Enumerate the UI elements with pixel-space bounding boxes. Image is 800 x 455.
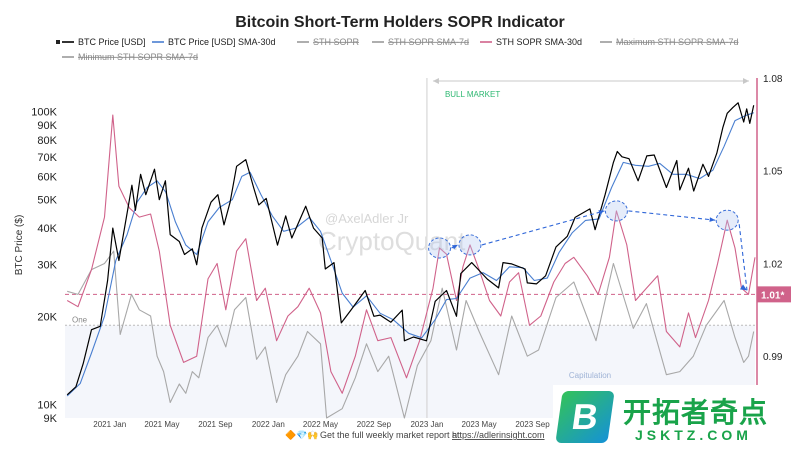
legend-item[interactable]: STH SOPR SMA-30d: [480, 37, 582, 47]
series-line-2: [67, 250, 755, 419]
badge-logo-icon: B: [555, 391, 615, 443]
x-tick-label: 2023 Sep: [515, 420, 550, 429]
legend-label: Maximum STH SOPR SMA-7d: [616, 37, 739, 47]
footer: 🔶💎🙌 Get the full weekly market report at…: [285, 429, 545, 440]
legend[interactable]: BTC Price [USD] BTC Price [USD] SMA-30d ST…: [56, 37, 739, 62]
plot-area: One @AxelAdler Jr CryptoQuant Capitulati…: [65, 78, 756, 419]
legend-item[interactable]: STH SOPR SMA-7d: [372, 37, 469, 47]
peak-trend-arrow: [628, 210, 716, 221]
legend-label: BTC Price [USD] SMA-30d: [168, 37, 276, 47]
x-tick-label: 2022 Sep: [357, 420, 392, 429]
legend-item[interactable]: Minimum STH SOPR SMA-7d: [62, 52, 198, 62]
arrow-head-icon: [598, 210, 605, 215]
y-tick-label: 100K: [31, 106, 57, 118]
legend-label: BTC Price [USD]: [78, 37, 146, 47]
legend-bullet-icon: [56, 40, 60, 44]
y-right-tick-label: 1.08: [763, 74, 783, 85]
footer-text: Get the full weekly market report at: [320, 430, 460, 440]
peak-highlight: [604, 200, 628, 222]
x-axis: 2021 Jan 2021 May 2021 Sep 2022 Jan 2022 May…: [93, 420, 595, 429]
x-tick-label: 2022 Jan: [252, 420, 285, 429]
y-right-tick-label: 1.02: [763, 259, 783, 270]
chart-title: Bitcoin Short-Term Holders SOPR Indicato…: [235, 14, 565, 31]
current-value-label: 1.01*: [761, 290, 784, 301]
arrow-head-icon: [709, 217, 716, 222]
peak-highlight: [458, 234, 482, 256]
legend-label: STH SOPR SMA-30d: [496, 37, 582, 47]
site-badge[interactable]: B 开拓者奇点 JSKTZ.COM: [553, 385, 800, 450]
arrow-head-left-icon: [432, 78, 439, 84]
legend-label: Minimum STH SOPR SMA-7d: [78, 52, 198, 62]
y-tick-label: 10K: [37, 400, 57, 412]
reference-lines: One: [65, 293, 755, 326]
y-right-tick-label: 1.05: [763, 167, 783, 178]
current-value-badge: [757, 286, 791, 303]
y-tick-label: 40K: [37, 223, 57, 235]
legend-label: STH SOPR: [313, 37, 360, 47]
arrow-head-right-icon: [743, 78, 749, 84]
x-tick-label: 2022 May: [303, 420, 338, 429]
y-tick-label: 20K: [37, 311, 57, 323]
y-tick-label: 90K: [37, 120, 57, 132]
x-tick-label: 2021 May: [144, 420, 179, 429]
series-line-0: [66, 102, 755, 396]
bull-market-label: BULL MARKET: [445, 90, 500, 99]
series-line-3: [66, 114, 756, 394]
y-tick-label: 70K: [37, 152, 57, 164]
y-axis-right: 1.08 1.05 1.02 0.99 1.01*: [756, 74, 791, 418]
watermark-brand: CryptoQuant: [318, 226, 466, 256]
peak-highlights: [428, 200, 748, 291]
x-tick-label: 2021 Jan: [93, 420, 126, 429]
y-tick-label: 30K: [37, 260, 57, 272]
y-tick-label: 80K: [37, 135, 57, 147]
y-right-tick-label: 0.99: [763, 352, 783, 363]
watermark: @AxelAdler Jr CryptoQuant: [318, 211, 466, 256]
y-tick-label: 9K: [44, 413, 58, 425]
badge-url: JSKTZ.COM: [635, 427, 752, 443]
arrow-head-icon: [451, 244, 458, 250]
x-tick-label: 2023 May: [462, 420, 497, 429]
x-tick-label: 2023 Jan: [410, 420, 443, 429]
series-layer: [66, 102, 756, 419]
legend-item[interactable]: BTC Price [USD]: [62, 37, 146, 47]
arrow-head-icon: [740, 284, 747, 291]
annotations: Capitulation BULL MARKET: [432, 78, 749, 380]
legend-item[interactable]: BTC Price [USD] SMA-30d: [152, 37, 276, 47]
badge-title: 开拓者奇点: [623, 396, 769, 429]
peak-highlight: [428, 237, 452, 259]
capitulation-label: Capitulation: [569, 371, 611, 380]
legend-label: STH SOPR SMA-7d: [388, 37, 469, 47]
y-axis-label: BTC Price ($): [14, 215, 25, 276]
badge-logo-letter: B: [569, 396, 601, 437]
legend-item[interactable]: Maximum STH SOPR SMA-7d: [600, 37, 739, 47]
peak-trend-arrow: [481, 210, 605, 246]
x-tick-label: 2021 Sep: [198, 420, 233, 429]
footer-icons: 🔶💎🙌: [285, 429, 319, 440]
y-tick-label: 60K: [37, 171, 57, 183]
y-tick-label: 50K: [37, 195, 57, 207]
watermark-handle: @AxelAdler Jr: [325, 211, 409, 226]
footer-link[interactable]: https://adlerinsight.com: [452, 430, 545, 440]
reference-label-one: One: [72, 315, 88, 324]
peak-highlight: [715, 209, 739, 231]
legend-item[interactable]: STH SOPR: [297, 37, 360, 47]
